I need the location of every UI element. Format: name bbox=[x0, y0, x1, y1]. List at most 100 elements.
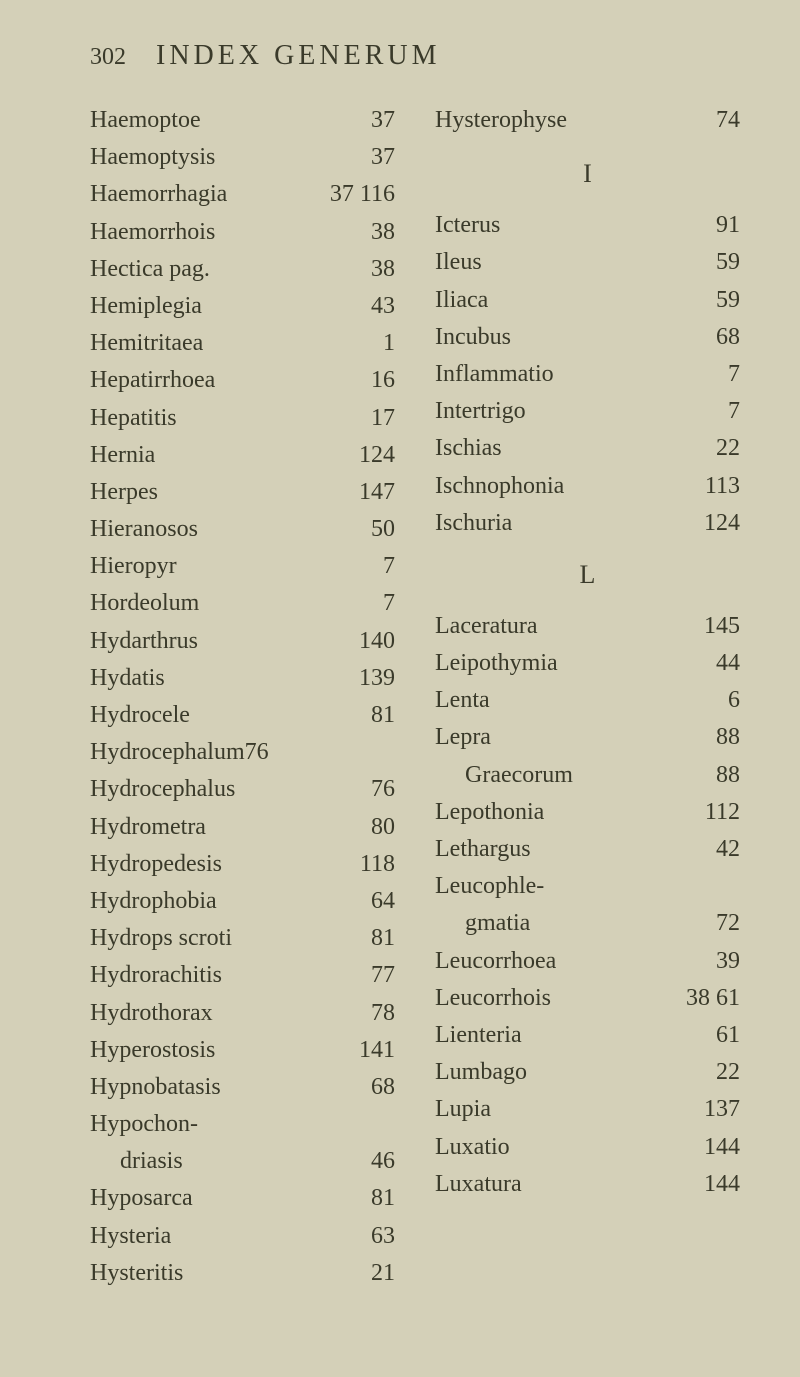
entry-number: 22 bbox=[706, 1054, 740, 1091]
entry-number: 77 bbox=[361, 957, 395, 994]
index-entry: Leucorrhoea39 bbox=[435, 943, 740, 980]
entry-term: Leucorrhoea bbox=[435, 943, 706, 980]
index-entry: Hypnobatasis68 bbox=[90, 1069, 395, 1106]
entry-term: Hemiplegia bbox=[90, 288, 361, 325]
page-content: 302 INDEX GENERUM Haemoptoe37Haemoptysis… bbox=[0, 0, 800, 1332]
entry-term: Ileus bbox=[435, 244, 706, 281]
entry-term: Laceratura bbox=[435, 608, 694, 645]
entry-number: 38 bbox=[361, 214, 395, 251]
entry-number: 81 bbox=[361, 697, 395, 734]
entry-number: 44 bbox=[706, 645, 740, 682]
entry-term: Hepatirrhoea bbox=[90, 362, 361, 399]
entry-number: 16 bbox=[361, 362, 395, 399]
index-entry: Hieropyr7 bbox=[90, 548, 395, 585]
index-entry: Ileus59 bbox=[435, 244, 740, 281]
entry-term: Lumbago bbox=[435, 1054, 706, 1091]
entry-term: Hectica pag. bbox=[90, 251, 361, 288]
entry-term: Hypnobatasis bbox=[90, 1069, 361, 1106]
entry-term: driasis bbox=[90, 1143, 361, 1180]
entry-term: Hydrometra bbox=[90, 809, 361, 846]
entry-number: 50 bbox=[361, 511, 395, 548]
entry-number: 76 bbox=[361, 771, 395, 808]
entry-term: Lupia bbox=[435, 1091, 694, 1128]
index-entry: Leucorrhois38 61 bbox=[435, 980, 740, 1017]
index-entry: Lumbago22 bbox=[435, 1054, 740, 1091]
entry-term: Luxatura bbox=[435, 1166, 694, 1203]
index-entry: Hyperostosis141 bbox=[90, 1032, 395, 1069]
entry-term: Hypochon- bbox=[90, 1106, 385, 1143]
right-column: Hysterophyse 74 I Icterus91Ileus59Iliaca… bbox=[435, 102, 740, 1292]
entry-number: 7 bbox=[373, 585, 395, 622]
entry-term: Hydrops scroti bbox=[90, 920, 361, 957]
entry-number: 59 bbox=[706, 244, 740, 281]
entry-term: Hydrocephalum76 bbox=[90, 734, 385, 771]
entry-number: 17 bbox=[361, 400, 395, 437]
entry-term: Hydatis bbox=[90, 660, 349, 697]
entry-term: Hieranosos bbox=[90, 511, 361, 548]
entry-term: Hyperostosis bbox=[90, 1032, 349, 1069]
index-entry: Hysteritis21 bbox=[90, 1255, 395, 1292]
entry-term: Hydrophobia bbox=[90, 883, 361, 920]
entry-term: gmatia bbox=[435, 905, 706, 942]
entry-term: Hemitritaea bbox=[90, 325, 373, 362]
index-entry: Hepatirrhoea16 bbox=[90, 362, 395, 399]
entry-number: 144 bbox=[694, 1129, 740, 1166]
entry-number: 7 bbox=[718, 393, 740, 430]
entry-term: Graecorum bbox=[435, 757, 706, 794]
index-entry: driasis46 bbox=[90, 1143, 395, 1180]
index-entry: Lepothonia112 bbox=[435, 794, 740, 831]
index-columns: Haemoptoe37Haemoptysis37Haemorrhagia37 1… bbox=[90, 102, 740, 1292]
entry-number: 139 bbox=[349, 660, 395, 697]
entry-term: Intertrigo bbox=[435, 393, 718, 430]
entry-term: Haemorrhois bbox=[90, 214, 361, 251]
entry-number: 141 bbox=[349, 1032, 395, 1069]
entry-number: 88 bbox=[706, 719, 740, 756]
entry-number: 145 bbox=[694, 608, 740, 645]
index-entry: Hydrothorax78 bbox=[90, 995, 395, 1032]
index-entry: Hydrocephalum76 bbox=[90, 734, 395, 771]
entry-term: Hordeolum bbox=[90, 585, 373, 622]
entry-term: Hepatitis bbox=[90, 400, 361, 437]
entry-number: 1 bbox=[373, 325, 395, 362]
index-entry: Graecorum88 bbox=[435, 757, 740, 794]
index-entry: Hysterophyse 74 bbox=[435, 102, 740, 139]
page-header: 302 INDEX GENERUM bbox=[90, 40, 740, 72]
index-entry: Hypochon- bbox=[90, 1106, 395, 1143]
entry-number: 88 bbox=[706, 757, 740, 794]
entry-term: Iliaca bbox=[435, 282, 706, 319]
index-entry: Lethargus42 bbox=[435, 831, 740, 868]
entry-term: Incubus bbox=[435, 319, 706, 356]
index-entry: Haemorrhois38 bbox=[90, 214, 395, 251]
entry-number: 113 bbox=[695, 468, 740, 505]
entry-term: Lienteria bbox=[435, 1017, 706, 1054]
entry-term: Lethargus bbox=[435, 831, 706, 868]
index-entry: Lienteria61 bbox=[435, 1017, 740, 1054]
index-entry: Hieranosos50 bbox=[90, 511, 395, 548]
index-entry: Hepatitis17 bbox=[90, 400, 395, 437]
index-entry: Hemiplegia43 bbox=[90, 288, 395, 325]
index-entry: Haemoptoe37 bbox=[90, 102, 395, 139]
entry-number: 144 bbox=[694, 1166, 740, 1203]
entry-term: Herpes bbox=[90, 474, 349, 511]
entry-number: 147 bbox=[349, 474, 395, 511]
index-entry: Hydatis139 bbox=[90, 660, 395, 697]
entry-number: 74 bbox=[706, 102, 740, 139]
entry-term: Inflammatio bbox=[435, 356, 718, 393]
section-letter-l: L bbox=[435, 560, 740, 590]
entry-number: 39 bbox=[706, 943, 740, 980]
entry-term: Hydrorachitis bbox=[90, 957, 361, 994]
section-i-entries: Icterus91Ileus59Iliaca59Incubus68Inflamm… bbox=[435, 207, 740, 542]
entry-term: Haemorrhagia bbox=[90, 176, 320, 213]
entry-term: Leucorrhois bbox=[435, 980, 676, 1017]
entry-number: 37 bbox=[361, 139, 395, 176]
index-entry: Hydropedesis118 bbox=[90, 846, 395, 883]
entry-term: Ischnophonia bbox=[435, 468, 695, 505]
entry-term: Ischuria bbox=[435, 505, 694, 542]
index-entry: gmatia72 bbox=[435, 905, 740, 942]
entry-number: 112 bbox=[695, 794, 740, 831]
entry-term: Hydarthrus bbox=[90, 623, 349, 660]
entry-number: 72 bbox=[706, 905, 740, 942]
index-entry: Lupia137 bbox=[435, 1091, 740, 1128]
index-entry: Hydrops scroti81 bbox=[90, 920, 395, 957]
entry-number: 124 bbox=[349, 437, 395, 474]
